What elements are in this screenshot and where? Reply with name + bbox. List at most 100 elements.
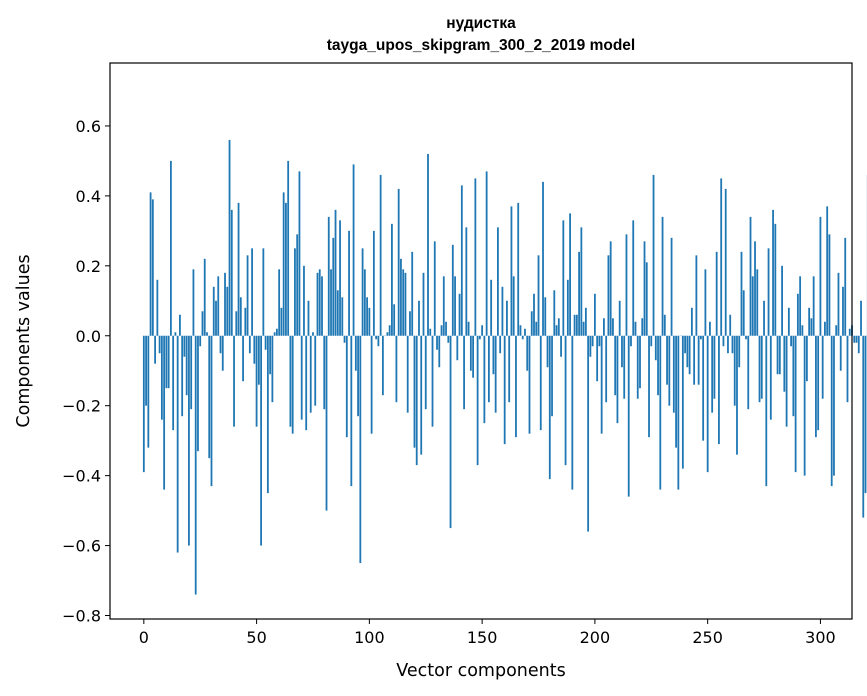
bar-311 (844, 237, 847, 336)
bar-23 (194, 335, 197, 595)
bar-278 (769, 335, 772, 420)
y-tick-label: 0.2 (76, 257, 101, 276)
bar-70 (300, 335, 303, 420)
bar-206 (607, 255, 610, 336)
bar-284 (783, 335, 786, 392)
bar-285 (785, 335, 788, 427)
bar-271 (754, 241, 756, 336)
plot-frame (109, 62, 853, 620)
bar-79 (321, 276, 323, 336)
bar-128 (431, 335, 434, 427)
bar-17 (181, 335, 184, 417)
y-tick-label: −0.6 (62, 537, 101, 556)
bar-250 (706, 335, 709, 473)
bar-118 (409, 311, 411, 336)
bar-190 (571, 335, 574, 490)
bar-156 (494, 335, 497, 413)
bar-179 (546, 335, 549, 368)
bar-183 (555, 325, 558, 336)
bar-220 (639, 335, 641, 389)
bar-261 (731, 335, 734, 354)
bar-142 (463, 335, 465, 410)
bar-217 (632, 220, 635, 336)
bar-101 (370, 335, 373, 434)
bar-181 (551, 335, 553, 417)
bar-96 (359, 335, 362, 564)
bar-275 (763, 300, 765, 336)
bar-266 (742, 290, 745, 336)
bar-0 (142, 335, 145, 473)
bar-228 (657, 335, 659, 396)
bar-320 (864, 335, 867, 494)
bar-86 (336, 290, 339, 336)
bar-310 (842, 286, 844, 336)
bar-193 (578, 251, 580, 336)
bar-119 (411, 251, 414, 336)
bar-56 (269, 335, 272, 375)
bar-6 (156, 279, 159, 336)
bar-50 (255, 335, 258, 427)
bar-305 (830, 335, 833, 487)
bar-99 (366, 297, 368, 336)
bar-139 (456, 335, 459, 361)
bar-45 (244, 307, 247, 336)
bar-61 (280, 307, 283, 336)
bar-146 (472, 335, 474, 378)
bar-14 (174, 332, 177, 336)
bar-169 (524, 328, 526, 336)
bar-279 (772, 209, 774, 336)
bar-103 (375, 335, 378, 340)
bar-25 (199, 335, 202, 347)
bar-283 (781, 265, 783, 336)
bar-168 (521, 335, 524, 340)
bar-135 (447, 335, 450, 343)
bar-47 (248, 335, 251, 354)
bar-313 (848, 328, 851, 336)
bar-58 (273, 332, 276, 336)
bar-195 (582, 321, 585, 336)
bar-227 (654, 335, 657, 361)
bar-264 (738, 335, 741, 368)
bar-105 (379, 174, 382, 336)
bar-9 (163, 335, 166, 490)
bar-317 (857, 335, 860, 354)
bar-178 (544, 297, 547, 336)
bar-292 (801, 325, 804, 336)
bar-121 (415, 335, 418, 466)
bar-291 (799, 276, 802, 336)
bar-254 (715, 251, 718, 336)
bar-49 (253, 335, 256, 364)
bar-4 (151, 199, 154, 336)
bar-231 (663, 314, 666, 336)
x-axis-label: Vector components (396, 661, 565, 681)
bar-39 (230, 209, 233, 336)
bar-197 (587, 335, 590, 532)
bar-256 (720, 178, 723, 336)
bar-62 (282, 192, 285, 336)
bar-175 (537, 255, 540, 336)
bar-210 (616, 335, 619, 424)
bar-240 (684, 335, 686, 354)
bar-43 (239, 297, 242, 336)
bar-244 (693, 335, 696, 385)
bar-30 (210, 335, 213, 487)
y-tick-label: −0.8 (62, 607, 101, 626)
bar-234 (670, 237, 673, 336)
bar-267 (745, 335, 747, 340)
bar-35 (221, 335, 224, 371)
bar-24 (197, 335, 199, 452)
bar-262 (733, 335, 736, 406)
bar-315 (853, 335, 856, 343)
bar-192 (575, 314, 578, 336)
bar-241 (686, 335, 689, 368)
y-tick-label: 0.6 (76, 117, 101, 136)
bar-66 (291, 335, 294, 434)
bar-225 (650, 335, 653, 347)
bar-5 (154, 335, 156, 364)
bar-243 (690, 307, 693, 336)
bar-40 (233, 335, 235, 427)
bar-46 (246, 255, 249, 336)
bar-90 (345, 335, 348, 438)
bar-242 (688, 335, 691, 375)
